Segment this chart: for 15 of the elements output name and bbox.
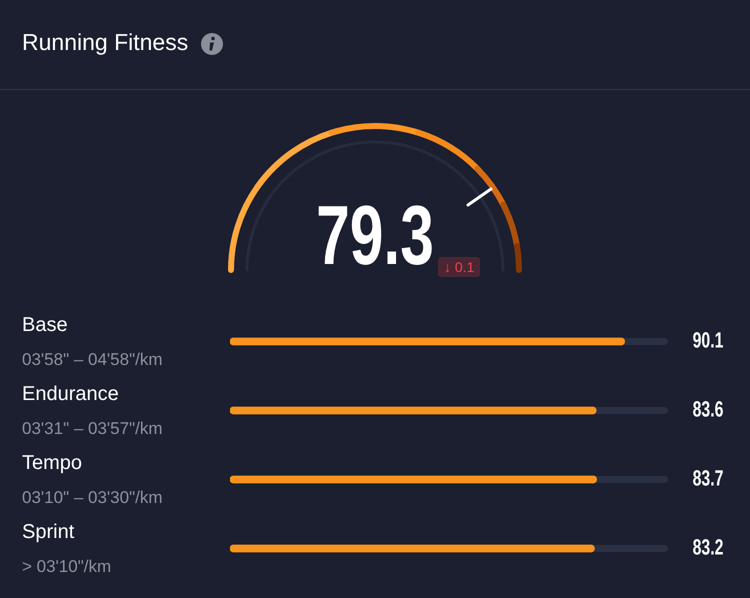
text: 03'10" – 03'30"/km — [22, 488, 162, 508]
y-tick-label: Tempo — [22, 452, 82, 474]
y-tick-label: Endurance — [22, 383, 119, 406]
data-label: 90.1 — [692, 329, 724, 354]
y-tick-label: Base — [22, 314, 68, 336]
y-tick-label: Sprint — [22, 521, 75, 544]
text: > 03'10"/km — [22, 557, 112, 576]
data-label: 83.7 — [692, 467, 724, 492]
text: Running Fitness — [22, 29, 188, 56]
text: 03'58" – 04'58"/km — [22, 350, 162, 370]
text: 03'31" – 03'57"/km — [22, 419, 162, 438]
data-label: 83.2 — [692, 536, 724, 560]
text: 79.3 — [316, 188, 434, 282]
data-label: 83.6 — [692, 398, 724, 422]
text: ↓ 0.1 — [438, 257, 480, 277]
